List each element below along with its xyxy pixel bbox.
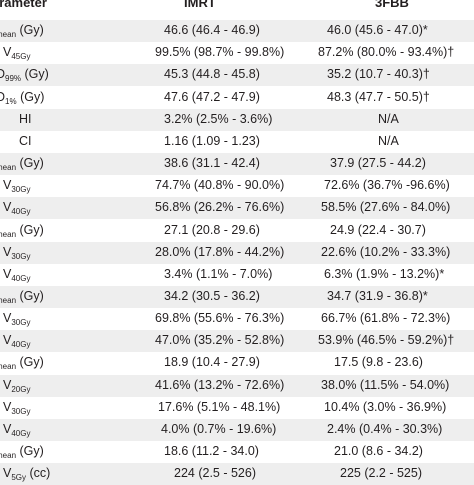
header-parameter: arameter <box>0 0 47 10</box>
imrt-value: 47.0% (35.2% - 52.8%) <box>155 333 285 347</box>
header-imrt: IMRT <box>184 0 216 10</box>
fbb-value: 37.9 (27.5 - 44.2) <box>330 156 426 170</box>
imrt-value: 74.7% (40.8% - 90.0%) <box>155 178 285 192</box>
parameter-cell: D1% (Gy) <box>0 90 45 106</box>
table-row: D99% (Gy) 45.3 (44.8 - 45.8) 35.2 (10.7 - … <box>0 64 474 86</box>
fbb-value: 53.9% (46.5% - 59.2%)† <box>318 333 455 347</box>
parameter-cell: V30Gy <box>3 311 31 327</box>
parameter-cell: mean (Gy) <box>0 23 44 39</box>
parameter-cell: mean (Gy) <box>0 355 44 371</box>
imrt-value: 46.6 (46.4 - 46.9) <box>164 23 260 37</box>
parameter-cell: V5Gy (cc) <box>3 466 51 482</box>
imrt-value: 41.6% (13.2% - 72.6%) <box>155 378 285 392</box>
table-row: CI 1.16 (1.09 - 1.23) N/A <box>0 131 474 153</box>
table-row: V45Gy 99.5% (98.7% - 99.8%) 87.2% (80.0% -… <box>0 42 474 64</box>
fbb-value: 17.5 (9.8 - 23.6) <box>334 355 423 369</box>
fbb-value: 46.0 (45.6 - 47.0)* <box>327 23 428 37</box>
parameter-cell: V20Gy <box>3 378 31 394</box>
imrt-value: 1.16 (1.09 - 1.23) <box>164 134 260 148</box>
fbb-value: 35.2 (10.7 - 40.3)† <box>327 67 430 81</box>
table-row: V40Gy 4.0% (0.7% - 19.6%) 2.4% (0.4% - 30.… <box>0 419 474 441</box>
fbb-value: 21.0 (8.6 - 34.2) <box>334 444 423 458</box>
table-row: mean (Gy) 18.6 (11.2 - 34.0) 21.0 (8.6 - 3… <box>0 441 474 463</box>
fbb-value: 66.7% (61.8% - 72.3%) <box>321 311 451 325</box>
imrt-value: 27.1 (20.8 - 29.6) <box>164 223 260 237</box>
imrt-value: 17.6% (5.1% - 48.1%) <box>158 400 281 414</box>
imrt-value: 47.6 (47.2 - 47.9) <box>164 90 260 104</box>
imrt-value: 99.5% (98.7% - 99.8%) <box>155 45 285 59</box>
imrt-value: 18.9 (10.4 - 27.9) <box>164 355 260 369</box>
table-row: V30Gy 69.8% (55.6% - 76.3%) 66.7% (61.8% -… <box>0 308 474 330</box>
fbb-value: 38.0% (11.5% - 54.0%) <box>321 378 450 392</box>
table-row: HI 3.2% (2.5% - 3.6%) N/A <box>0 109 474 131</box>
parameter-cell: CI <box>19 134 32 148</box>
imrt-value: 4.0% (0.7% - 19.6%) <box>161 422 277 436</box>
table-row: D1% (Gy) 47.6 (47.2 - 47.9) 48.3 (47.7 - 5… <box>0 87 474 109</box>
table-row: V40Gy 56.8% (26.2% - 76.6%) 58.5% (27.6% -… <box>0 197 474 219</box>
fbb-value: N/A <box>378 134 399 148</box>
fbb-value: 58.5% (27.6% - 84.0%) <box>321 200 451 214</box>
imrt-value: 69.8% (55.6% - 76.3%) <box>155 311 285 325</box>
header-3fbb: 3FBB <box>375 0 409 10</box>
imrt-value: 38.6 (31.1 - 42.4) <box>164 156 260 170</box>
parameter-cell: V30Gy <box>3 178 31 194</box>
imrt-value: 3.4% (1.1% - 7.0%) <box>164 267 273 281</box>
imrt-value: 34.2 (30.5 - 36.2) <box>164 289 260 303</box>
imrt-value: 3.2% (2.5% - 3.6%) <box>164 112 273 126</box>
table-row: V30Gy 17.6% (5.1% - 48.1%) 10.4% (3.0% - 3… <box>0 397 474 419</box>
table-row: mean (Gy) 38.6 (31.1 - 42.4) 37.9 (27.5 - … <box>0 153 474 175</box>
table-row: V40Gy 3.4% (1.1% - 7.0%) 6.3% (1.9% - 13.2… <box>0 264 474 286</box>
parameter-cell: D99% (Gy) <box>0 67 49 83</box>
parameter-cell: mean (Gy) <box>0 223 44 239</box>
fbb-value: 10.4% (3.0% - 36.9%) <box>324 400 447 414</box>
parameter-cell: V30Gy <box>3 400 31 416</box>
imrt-value: 45.3 (44.8 - 45.8) <box>164 67 260 81</box>
imrt-value: 18.6 (11.2 - 34.0) <box>164 444 259 458</box>
parameter-cell: V30Gy <box>3 245 31 261</box>
parameter-cell: V40Gy <box>3 267 31 283</box>
table-row: mean (Gy) 18.9 (10.4 - 27.9) 17.5 (9.8 - 2… <box>0 352 474 374</box>
fbb-value: 87.2% (80.0% - 93.4%)† <box>318 45 455 59</box>
table-row: V30Gy 28.0% (17.8% - 44.2%) 22.6% (10.2% -… <box>0 242 474 264</box>
table-row: mean (Gy) 46.6 (46.4 - 46.9) 46.0 (45.6 - … <box>0 20 474 42</box>
fbb-value: N/A <box>378 112 399 126</box>
parameter-cell: V40Gy <box>3 422 31 438</box>
parameter-cell: HI <box>19 112 32 126</box>
parameter-cell: mean (Gy) <box>0 444 44 460</box>
fbb-value: 48.3 (47.7 - 50.5)† <box>327 90 430 104</box>
imrt-value: 28.0% (17.8% - 44.2%) <box>155 245 285 259</box>
fbb-value: 2.4% (0.4% - 30.3%) <box>327 422 443 436</box>
table-row: V40Gy 47.0% (35.2% - 52.8%) 53.9% (46.5% -… <box>0 330 474 352</box>
imrt-value: 224 (2.5 - 526) <box>174 466 256 480</box>
parameter-cell: V40Gy <box>3 200 31 216</box>
table-row: mean (Gy) 34.2 (30.5 - 36.2) 34.7 (31.9 - … <box>0 286 474 308</box>
parameter-cell: mean (Gy) <box>0 156 44 172</box>
table-row: V5Gy (cc) 224 (2.5 - 526) 225 (2.2 - 525) <box>0 463 474 485</box>
fbb-value: 22.6% (10.2% - 33.3%) <box>321 245 451 259</box>
parameter-cell: mean (Gy) <box>0 289 44 305</box>
fbb-value: 6.3% (1.9% - 13.2%)* <box>324 267 445 281</box>
table-header: arameter IMRT 3FBB <box>0 0 474 21</box>
fbb-value: 34.7 (31.9 - 36.8)* <box>327 289 428 303</box>
imrt-value: 56.8% (26.2% - 76.6%) <box>155 200 285 214</box>
fbb-value: 225 (2.2 - 525) <box>340 466 422 480</box>
table-row: V20Gy 41.6% (13.2% - 72.6%) 38.0% (11.5% -… <box>0 375 474 397</box>
parameter-cell: V40Gy <box>3 333 31 349</box>
table-row: mean (Gy) 27.1 (20.8 - 29.6) 24.9 (22.4 - … <box>0 220 474 242</box>
fbb-value: 24.9 (22.4 - 30.7) <box>330 223 426 237</box>
fbb-value: 72.6% (36.7% -96.6%) <box>324 178 450 192</box>
table-row: V30Gy 74.7% (40.8% - 90.0%) 72.6% (36.7% -… <box>0 175 474 197</box>
parameter-cell: V45Gy <box>3 45 31 61</box>
